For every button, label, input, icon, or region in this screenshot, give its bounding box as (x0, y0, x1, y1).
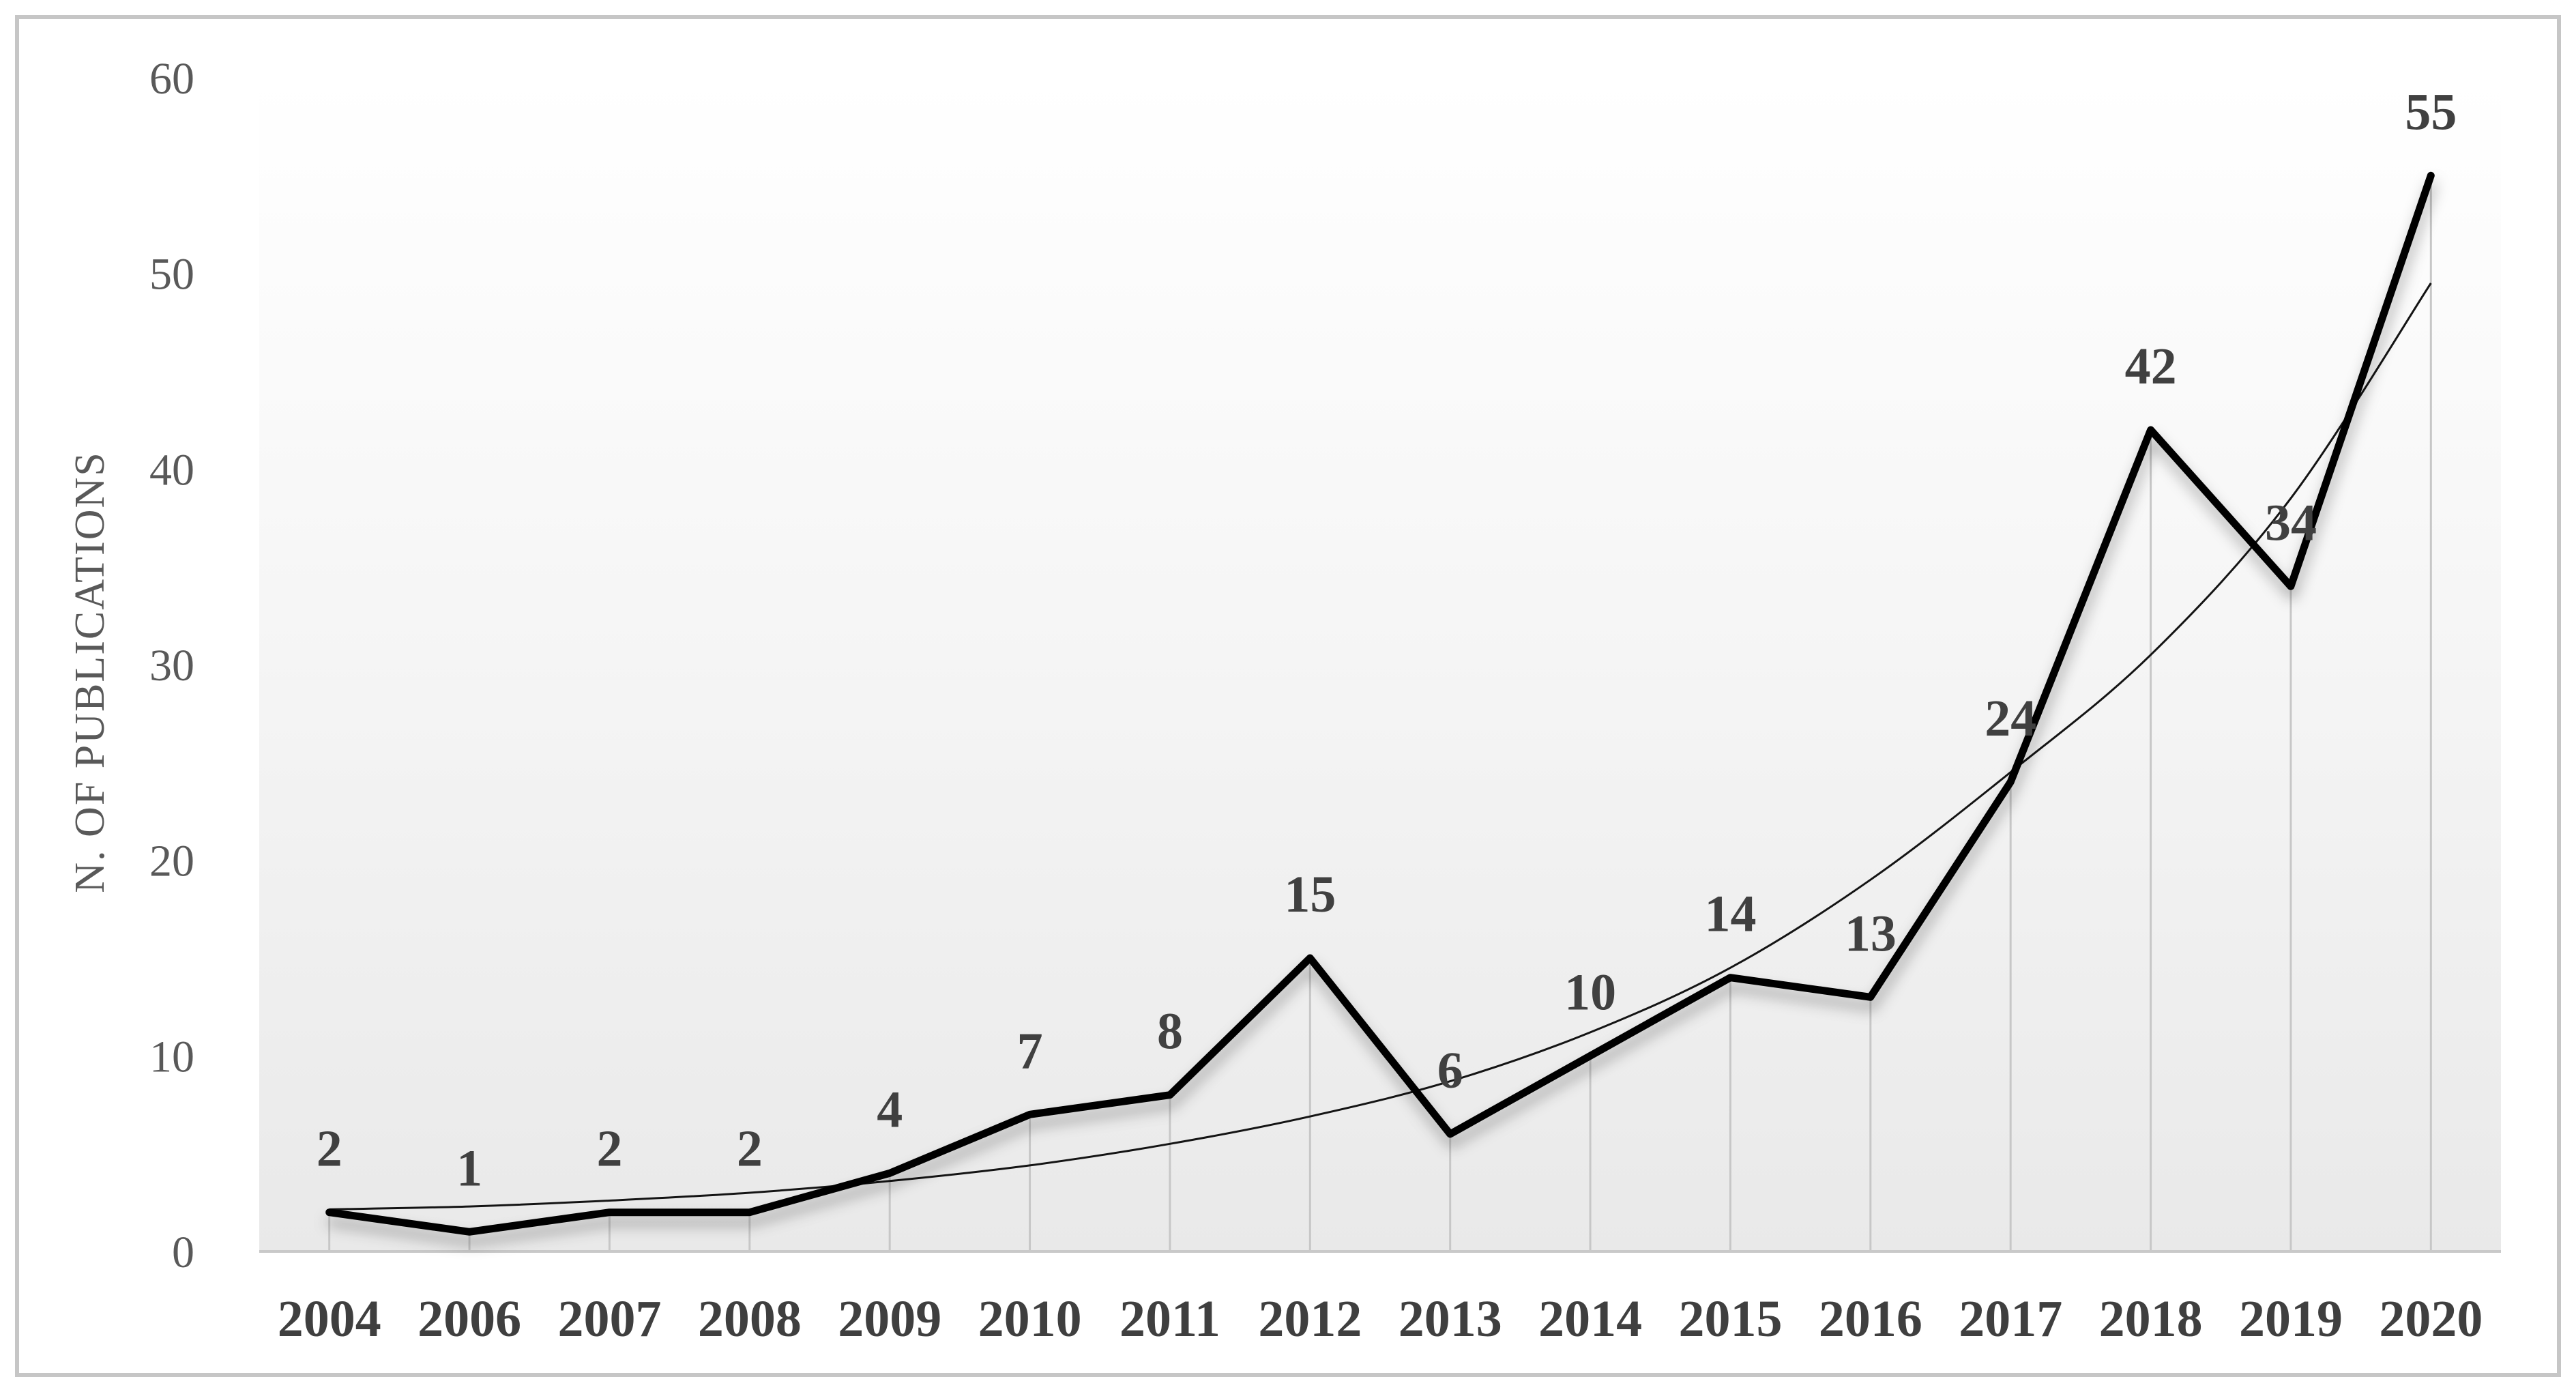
x-category-label: 2006 (418, 1290, 521, 1348)
x-category-label: 2010 (978, 1290, 1082, 1348)
y-tick-label: 40 (149, 445, 194, 495)
y-tick-label: 60 (149, 54, 194, 104)
data-point-label: 2 (737, 1120, 763, 1178)
data-point-label: 1 (456, 1140, 482, 1197)
x-category-label: 2014 (1538, 1290, 1642, 1348)
data-point-label: 7 (1017, 1022, 1043, 1079)
x-category-label: 2012 (1258, 1290, 1362, 1348)
x-category-label: 2015 (1678, 1290, 1782, 1348)
series-line-group (325, 171, 2435, 1236)
data-point-label: 6 (1437, 1042, 1463, 1099)
y-tick-label: 30 (149, 641, 194, 691)
category-droplines (328, 175, 2432, 1251)
plot-area (259, 78, 2501, 1251)
y-axis-title: N. OF PUBLICATIONS (67, 451, 113, 893)
data-point-label: 24 (1985, 690, 2036, 747)
y-tick-label: 20 (149, 837, 194, 886)
series-line (325, 171, 2435, 1236)
trendline-group (329, 282, 2432, 1210)
data-point-label: 14 (1704, 886, 1756, 943)
x-category-label: 2013 (1399, 1290, 1502, 1348)
y-tick-label: 50 (149, 250, 194, 300)
data-point-label: 55 (2405, 83, 2457, 141)
x-category-label: 2020 (2379, 1290, 2483, 1348)
x-category-label: 2018 (2099, 1290, 2203, 1348)
data-point-label: 34 (2265, 494, 2317, 551)
x-category-label: 2007 (557, 1290, 661, 1348)
data-point-label: 42 (2125, 338, 2177, 395)
data-point-label: 13 (1845, 905, 1897, 962)
data-point-label: 2 (596, 1120, 622, 1178)
data-point-label: 15 (1284, 866, 1336, 923)
y-axis-tick-labels: 0 10 20 30 40 50 60 (149, 54, 194, 1277)
data-point-label: 8 (1157, 1003, 1183, 1060)
x-category-label: 2009 (838, 1290, 941, 1348)
x-axis-category-labels: 2004 2006 2007 2008 2009 2010 2011 2012 2013 2014… (278, 1290, 2483, 1348)
x-category-label: 2019 (2239, 1290, 2343, 1348)
data-point-label: 10 (1564, 963, 1616, 1021)
x-category-label: 2004 (278, 1290, 381, 1348)
trendline (329, 282, 2432, 1210)
x-category-label: 2016 (1819, 1290, 1922, 1348)
y-tick-label: 0 (172, 1228, 194, 1277)
plot-area-background (259, 78, 2501, 1251)
y-tick-label: 10 (149, 1032, 194, 1082)
x-category-label: 2017 (1959, 1290, 2062, 1348)
x-category-label: 2008 (698, 1290, 802, 1348)
data-point-label: 2 (317, 1120, 342, 1178)
x-category-label: 2011 (1119, 1290, 1220, 1348)
data-point-label: 4 (877, 1081, 903, 1138)
